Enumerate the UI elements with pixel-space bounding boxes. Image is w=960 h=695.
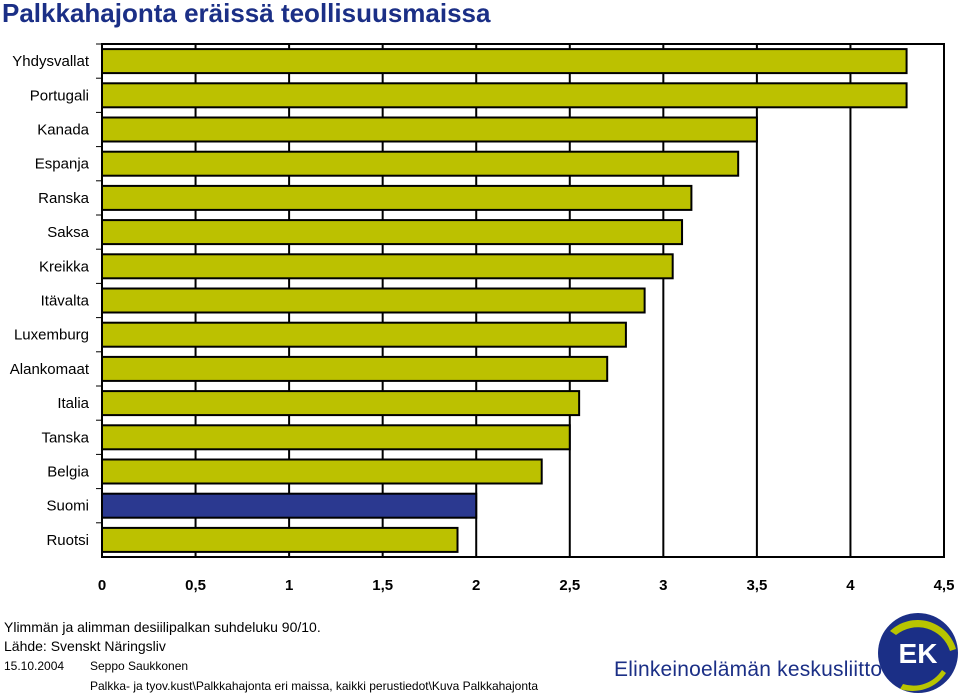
x-tick-label: 2,5 [559, 577, 580, 594]
category-label: Yhdysvallat [12, 53, 90, 70]
footer-date: 15.10.2004 [4, 659, 65, 673]
footer-file-path: Palkka- ja tyov.kust\Palkkahajonta eri m… [90, 679, 539, 693]
x-tick-label: 2 [472, 577, 480, 594]
category-label: Italia [57, 395, 89, 412]
bar [101, 82, 908, 109]
logo-swoosh-lower [900, 670, 946, 692]
source-note: Lähde: Svenskt Näringsliv [4, 638, 166, 654]
brand-name: Elinkeinoelämän keskusliitto [614, 658, 883, 681]
x-tick-label: 4,5 [934, 577, 955, 594]
x-tick-label: 3,5 [746, 577, 767, 594]
category-label: Suomi [46, 498, 89, 515]
logo-text: EK [899, 638, 938, 669]
x-tick-label: 1 [285, 577, 293, 594]
category-label: Kreikka [39, 258, 90, 275]
category-label: Espanja [35, 156, 90, 173]
bar-chart: 0 0,5 1 1,5 2 2,5 3 3,5 4 4,5 Yhdysvallat Portugali… [10, 43, 955, 594]
bar [101, 48, 908, 75]
x-tick-label: 4 [846, 577, 855, 594]
bar [101, 321, 627, 348]
category-label: Saksa [47, 224, 89, 241]
bar [101, 526, 459, 553]
x-tick-label: 0 [98, 577, 106, 594]
bar [101, 253, 674, 280]
bar [101, 287, 646, 314]
bar [101, 116, 758, 143]
category-label: Alankomaat [10, 361, 90, 378]
x-tick-label: 0,5 [185, 577, 206, 594]
category-label: Tanska [41, 429, 89, 446]
ek-logo: EK [878, 613, 958, 693]
bar [101, 150, 740, 177]
bar [101, 492, 478, 519]
category-label: Luxemburg [14, 327, 89, 344]
x-tick-label: 3 [659, 577, 667, 594]
category-label: Itävalta [41, 293, 90, 310]
logo-swoosh [890, 620, 956, 651]
bar [101, 219, 684, 246]
bar [101, 458, 543, 485]
bar [101, 390, 581, 417]
bar [101, 184, 693, 211]
category-label: Ranska [38, 190, 90, 207]
x-tick-label: 1,5 [372, 577, 393, 594]
chart-title: Palkkahajonta eräissä teollisuusmaissa [2, 0, 491, 28]
category-label: Belgia [47, 464, 89, 481]
footer-author: Seppo Saukkonen [90, 659, 189, 673]
category-label: Kanada [37, 122, 89, 139]
bar [101, 355, 609, 382]
bar [101, 424, 571, 451]
category-label: Ruotsi [46, 532, 89, 549]
category-label: Portugali [30, 87, 89, 104]
footnote: Ylimmän ja alimman desiilipalkan suhdelu… [4, 619, 321, 635]
